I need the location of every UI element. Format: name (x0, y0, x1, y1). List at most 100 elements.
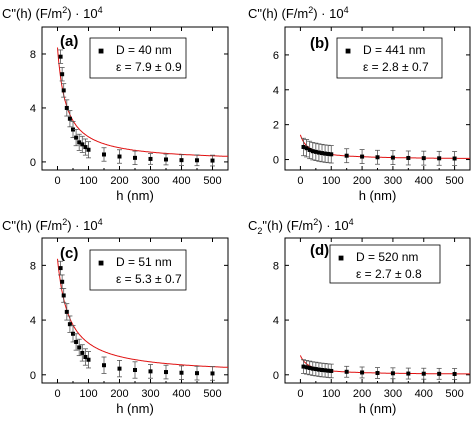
x-tick-label: 0 (54, 175, 60, 187)
data-point (406, 155, 411, 160)
data-point (421, 156, 426, 161)
data-point (304, 365, 309, 370)
data-point (60, 279, 65, 284)
data-point (329, 152, 334, 157)
legend-line-1: D = 441 nm (363, 43, 425, 57)
data-point (102, 152, 106, 157)
x-tick-label: 200 (110, 388, 128, 400)
data-point (179, 158, 184, 163)
x-tick-label: 200 (353, 175, 371, 187)
data-point (58, 54, 63, 59)
y-tick-label: 0 (30, 370, 36, 382)
data-point (375, 155, 380, 160)
legend-marker: ■ (98, 258, 104, 269)
data-point (406, 371, 411, 376)
panel-2: 0 100 200 300 400 500 0 2 4 6 h (nm) C"(h) (F/m2) ·… (248, 5, 471, 203)
y-tick-label: 4 (30, 315, 36, 327)
legend-line-2: ε = 7.9 ± 0.9 (116, 60, 182, 74)
legend-line-1: D = 520 nm (356, 250, 418, 264)
data-point (323, 151, 328, 156)
data-point (344, 153, 349, 158)
x-tick-label: 100 (322, 175, 340, 187)
x-axis-label: h (nm) (116, 188, 154, 203)
y-tick-label: 2 (273, 120, 279, 132)
data-point (210, 158, 215, 163)
data-point (301, 144, 306, 149)
y-tick-label: 4 (273, 315, 279, 327)
x-axis-label: h (nm) (359, 401, 397, 416)
x-tick-label: 300 (384, 175, 402, 187)
data-point (195, 158, 199, 163)
data-point (61, 88, 66, 93)
data-point (375, 371, 380, 376)
legend-marker: ■ (98, 46, 104, 57)
data-point (437, 371, 442, 376)
data-point (61, 293, 66, 298)
data-point (133, 155, 137, 160)
x-tick-label: 300 (141, 388, 159, 400)
x-axis-label: h (nm) (116, 401, 154, 416)
y-tick-label: 0 (273, 370, 279, 382)
data-point (74, 135, 79, 140)
data-point (310, 149, 315, 154)
x-tick-label: 500 (445, 175, 463, 187)
x-axis-label: h (nm) (359, 188, 397, 203)
data-point (344, 369, 349, 374)
data-point (133, 368, 137, 373)
data-point (421, 371, 426, 376)
data-point (452, 371, 457, 376)
panel-4: 0 100 200 300 400 500 0 4 8 h (nm) C2"(h) (F/m2) ·… (248, 217, 471, 416)
data-point (86, 357, 91, 362)
data-point (210, 371, 215, 376)
x-tick-label: 0 (54, 388, 60, 400)
legend-marker: ■ (338, 253, 344, 264)
x-tick-label: 300 (384, 388, 402, 400)
data-point (83, 145, 88, 150)
data-point (313, 367, 318, 372)
data-point (102, 363, 106, 368)
data-point (307, 147, 312, 152)
y-tick-label: 0 (273, 155, 279, 167)
data-point (316, 150, 321, 155)
legend-line-2: ε = 5.3 ± 0.7 (116, 272, 182, 286)
legend-box (329, 244, 441, 284)
y-tick-label: 8 (30, 49, 36, 61)
fit-curve (57, 258, 228, 368)
data-point (148, 369, 153, 374)
data-point (310, 366, 315, 371)
x-tick-label: 400 (172, 388, 190, 400)
data-point (80, 142, 85, 147)
x-tick-label: 100 (79, 175, 97, 187)
data-point (323, 368, 328, 373)
data-point (58, 266, 63, 271)
y-axis-label: C"(h) (F/m2) · 104 (2, 217, 103, 233)
x-tick-label: 300 (141, 175, 159, 187)
data-point (117, 366, 122, 371)
data-point (164, 157, 168, 162)
y-tick-label: 6 (273, 50, 279, 62)
panel-3: 0 100 200 300 400 500 0 4 8 h (nm) C"(h) (F/m2) · … (2, 217, 229, 416)
data-point (117, 154, 122, 159)
data-point (195, 371, 199, 376)
data-point (86, 147, 91, 152)
x-tick-label: 400 (415, 388, 433, 400)
y-axis-label: C"(h) (F/m2) · 104 (2, 5, 103, 21)
data-point (304, 146, 309, 151)
legend-box (89, 249, 187, 291)
data-point (313, 149, 318, 154)
data-point (71, 331, 75, 336)
y-tick-label: 8 (273, 260, 279, 272)
data-point (60, 72, 65, 77)
y-tick-label: 0 (30, 157, 36, 169)
y-tick-label: 4 (30, 103, 36, 115)
data-point (80, 350, 85, 355)
data-point (64, 309, 69, 314)
x-tick-label: 200 (353, 388, 371, 400)
legend-box (336, 37, 443, 79)
data-point (179, 370, 184, 375)
data-point (307, 365, 312, 370)
data-point (74, 339, 79, 344)
data-point (320, 368, 324, 373)
data-point (67, 116, 72, 121)
y-tick-label: 8 (30, 260, 36, 272)
